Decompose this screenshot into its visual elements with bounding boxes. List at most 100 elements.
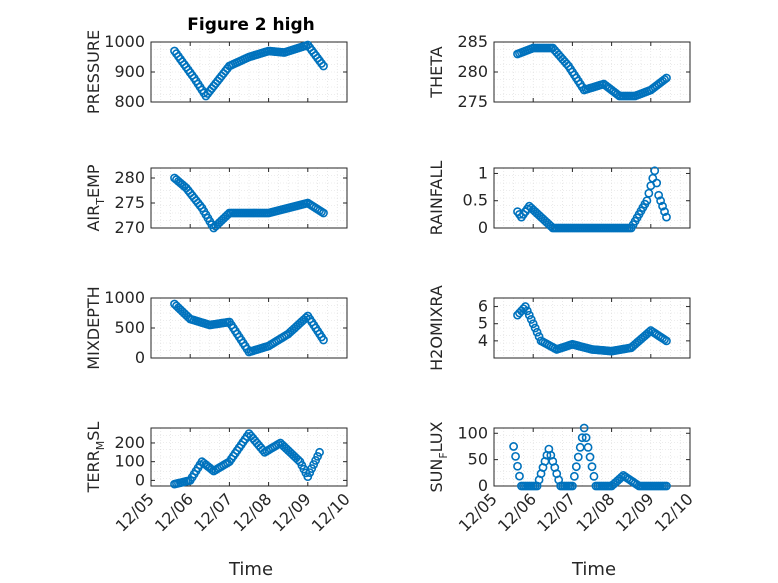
data-point: [662, 336, 671, 346]
x-axis-label-left: Time: [228, 559, 273, 580]
data-point: [650, 166, 660, 176]
y-tick-label: 1: [478, 163, 488, 182]
y-tick-label: 0: [478, 476, 488, 495]
data-point: [319, 208, 328, 218]
y-tick-label: 0.5: [463, 191, 488, 210]
x-tick-label: 12/05: [112, 489, 158, 535]
series-sun_flux: [509, 423, 671, 491]
data-point: [207, 465, 217, 474]
series-theta: [513, 43, 671, 101]
data-point: [652, 178, 662, 188]
data-point: [656, 196, 665, 206]
series-mixdepth: [170, 299, 328, 357]
y-axis-label: MIXDEPTH: [84, 286, 103, 369]
y-axis-label: PRESSURE: [84, 30, 103, 114]
data-point: [585, 452, 595, 462]
data-point: [568, 481, 577, 491]
y-axis-label: H2OMIXRA: [427, 285, 446, 371]
y-axis-label: SUNFLUX: [427, 421, 450, 492]
data-point: [315, 447, 324, 457]
data-point: [579, 423, 589, 433]
data-point: [319, 61, 328, 71]
series-terr_msl: [170, 429, 324, 489]
data-point: [581, 433, 591, 443]
data-point: [509, 442, 518, 451]
y-tick-label: 800: [114, 92, 145, 111]
y-tick-label: 0: [478, 218, 488, 237]
y-tick-label: 280: [114, 168, 145, 187]
x-axis-label-right: Time: [571, 559, 616, 580]
subplot-h2omixra: 456 H2OMIXRA: [427, 285, 691, 371]
x-tick-label: 12/05: [455, 489, 501, 535]
y-axis-label: THETA: [427, 46, 446, 98]
x-tick-label: 12/07: [190, 489, 236, 535]
x-tick-label: 12/10: [308, 489, 354, 535]
data-point: [526, 315, 536, 324]
data-point: [644, 327, 654, 337]
data-point: [513, 461, 522, 471]
data-point: [644, 188, 654, 198]
x-tick-label: 12/08: [572, 489, 618, 535]
data-point: [524, 310, 534, 320]
y-tick-label: 1000: [104, 288, 145, 307]
data-point: [648, 173, 658, 183]
plot-frame: [150, 427, 348, 487]
y-tick-label: 0: [135, 348, 145, 367]
data-point: [530, 323, 540, 333]
series-air_temp: [170, 173, 328, 233]
subplot-rainfall: 0 0.5 1 RAINFALL: [427, 161, 691, 237]
y-axis-label: RAINFALL: [427, 161, 446, 236]
data-point: [662, 481, 671, 491]
y-tick-label: 275: [114, 193, 145, 212]
series-pressure: [170, 40, 328, 101]
data-point: [571, 462, 581, 472]
y-tick-label: 100: [457, 423, 488, 442]
x-tick-label: 12/09: [269, 489, 315, 535]
x-tick-label: 12/07: [533, 489, 579, 535]
subplot-theta: 275 280 285 THETA: [427, 32, 691, 111]
y-axis-label: AIRTEMP: [84, 164, 107, 231]
data-point: [319, 335, 328, 345]
y-tick-label: 285: [457, 32, 488, 51]
data-point: [662, 212, 671, 222]
data-point: [587, 462, 597, 472]
y-tick-label: 0: [135, 470, 145, 489]
y-tick-label: 1000: [104, 32, 145, 51]
data-point: [532, 327, 542, 337]
y-tick-label: 5: [478, 314, 488, 333]
x-tick-label: 12/08: [229, 489, 275, 535]
y-tick-label: 280: [457, 62, 488, 81]
data-point: [515, 471, 524, 481]
data-point: [589, 471, 599, 481]
data-point: [520, 302, 530, 311]
y-tick-label: 200: [114, 433, 145, 452]
data-point: [511, 451, 520, 461]
figure-title: Figure 2 high: [187, 15, 315, 35]
y-tick-label: 4: [478, 331, 488, 350]
plot-frame: [493, 297, 691, 359]
y-tick-label: 100: [114, 452, 145, 471]
data-point: [583, 442, 593, 452]
data-point: [660, 75, 669, 84]
data-point: [577, 433, 587, 443]
data-point: [293, 455, 303, 465]
subplot-air_temp: 270 275 280 AIRTEMP: [84, 164, 348, 237]
data-point: [654, 190, 664, 200]
data-point: [573, 452, 583, 462]
y-axis-label: TERRMSL: [84, 422, 107, 494]
data-point: [569, 471, 579, 481]
x-tick-label: 12/10: [651, 489, 697, 535]
y-tick-label: 900: [114, 62, 145, 81]
data-point: [617, 472, 626, 482]
series-rainfall: [513, 166, 671, 233]
series-h2omixra: [513, 302, 671, 356]
data-point: [660, 207, 669, 217]
y-tick-label: 275: [457, 92, 488, 111]
data-point: [658, 201, 667, 211]
data-point: [522, 306, 532, 316]
